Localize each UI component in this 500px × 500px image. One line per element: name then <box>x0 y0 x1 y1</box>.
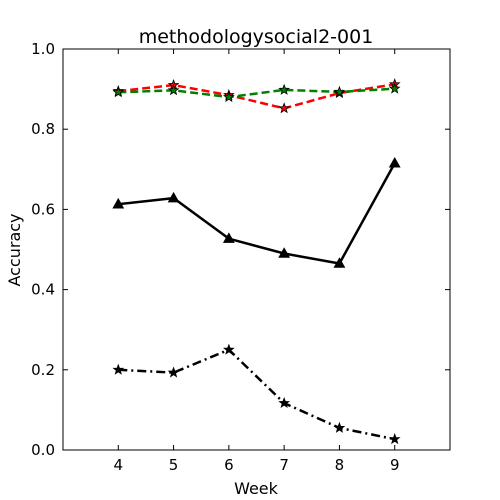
y-tick-label: 1.0 <box>31 40 55 58</box>
series-2-point <box>167 366 180 378</box>
series-1-point <box>278 247 291 258</box>
series-2-point <box>333 421 346 433</box>
y-tick-label: 0.2 <box>31 361 55 379</box>
series-4-point <box>223 90 235 103</box>
series-2-point <box>112 363 125 375</box>
y-tick-label: 0.8 <box>31 120 55 138</box>
plot-frame <box>62 48 451 451</box>
series-4-point <box>112 86 125 98</box>
x-tick-label: 5 <box>169 456 179 474</box>
x-tick-label: 9 <box>390 456 400 474</box>
chart-title: methodologysocial2-001 <box>139 26 374 48</box>
series-1-point <box>333 257 346 268</box>
series-1-point <box>167 191 180 203</box>
x-tick-label: 4 <box>114 456 124 474</box>
series-1-point <box>222 232 235 243</box>
series-3-point <box>278 102 290 114</box>
x-axis-label: Week <box>234 479 279 498</box>
series-2-line <box>118 348 395 441</box>
series-4-point <box>278 83 290 95</box>
series-2-point <box>223 343 235 355</box>
series-2-point <box>388 433 401 445</box>
x-tick-label: 7 <box>279 456 289 474</box>
y-tick-label: 0.6 <box>31 200 55 218</box>
series-1-line <box>118 162 396 265</box>
y-axis-label: Accuracy <box>5 213 24 286</box>
y-tick-label: 0.0 <box>31 441 55 459</box>
series-1-point <box>388 156 401 168</box>
series-4-line <box>118 87 395 99</box>
x-tick-label: 8 <box>335 456 345 474</box>
y-tick-label: 0.4 <box>31 281 55 299</box>
x-tick-label: 6 <box>224 456 234 474</box>
series-2-point <box>278 396 290 409</box>
series-4-point <box>333 85 346 97</box>
series-1-point <box>112 197 125 209</box>
series-4-point <box>167 84 180 96</box>
series-4-point <box>388 82 401 94</box>
